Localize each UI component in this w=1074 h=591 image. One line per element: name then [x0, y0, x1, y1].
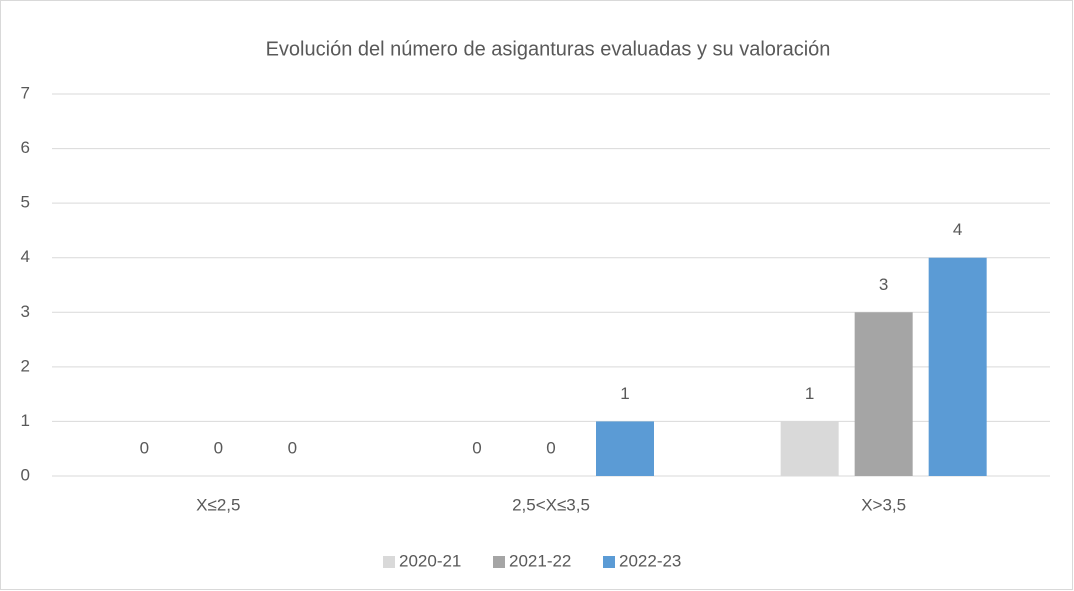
bar [928, 257, 987, 476]
data-label: 1 [620, 384, 629, 403]
x-tick-label: X>3,5 [861, 495, 906, 514]
legend-swatch [603, 556, 615, 568]
y-tick-label: 4 [21, 247, 30, 266]
data-label: 3 [879, 275, 888, 294]
bar [780, 421, 839, 476]
legend-label: 2022-23 [619, 551, 681, 570]
legend-swatch [493, 556, 505, 568]
y-tick-label: 2 [21, 356, 30, 375]
data-label: 0 [288, 438, 297, 457]
y-tick-label: 5 [21, 193, 30, 212]
x-tick-label: 2,5<X≤3,5 [512, 495, 590, 514]
legend-label: 2020-21 [399, 551, 461, 570]
x-tick-label: X≤2,5 [196, 495, 240, 514]
data-label: 0 [472, 438, 481, 457]
y-tick-label: 6 [21, 138, 30, 157]
y-tick-label: 7 [21, 83, 30, 102]
y-tick-label: 1 [21, 411, 30, 430]
bar [596, 421, 654, 476]
bar [854, 312, 913, 476]
legend-swatch [383, 556, 395, 568]
data-label: 0 [140, 438, 149, 457]
legend-label: 2021-22 [509, 551, 571, 570]
data-label: 4 [953, 220, 962, 239]
data-label: 0 [546, 438, 555, 457]
chart-title: Evolución del número de asiganturas eval… [266, 38, 831, 60]
y-tick-label: 0 [21, 465, 30, 484]
data-label: 0 [214, 438, 223, 457]
y-tick-label: 3 [21, 302, 30, 321]
data-label: 1 [805, 384, 814, 403]
